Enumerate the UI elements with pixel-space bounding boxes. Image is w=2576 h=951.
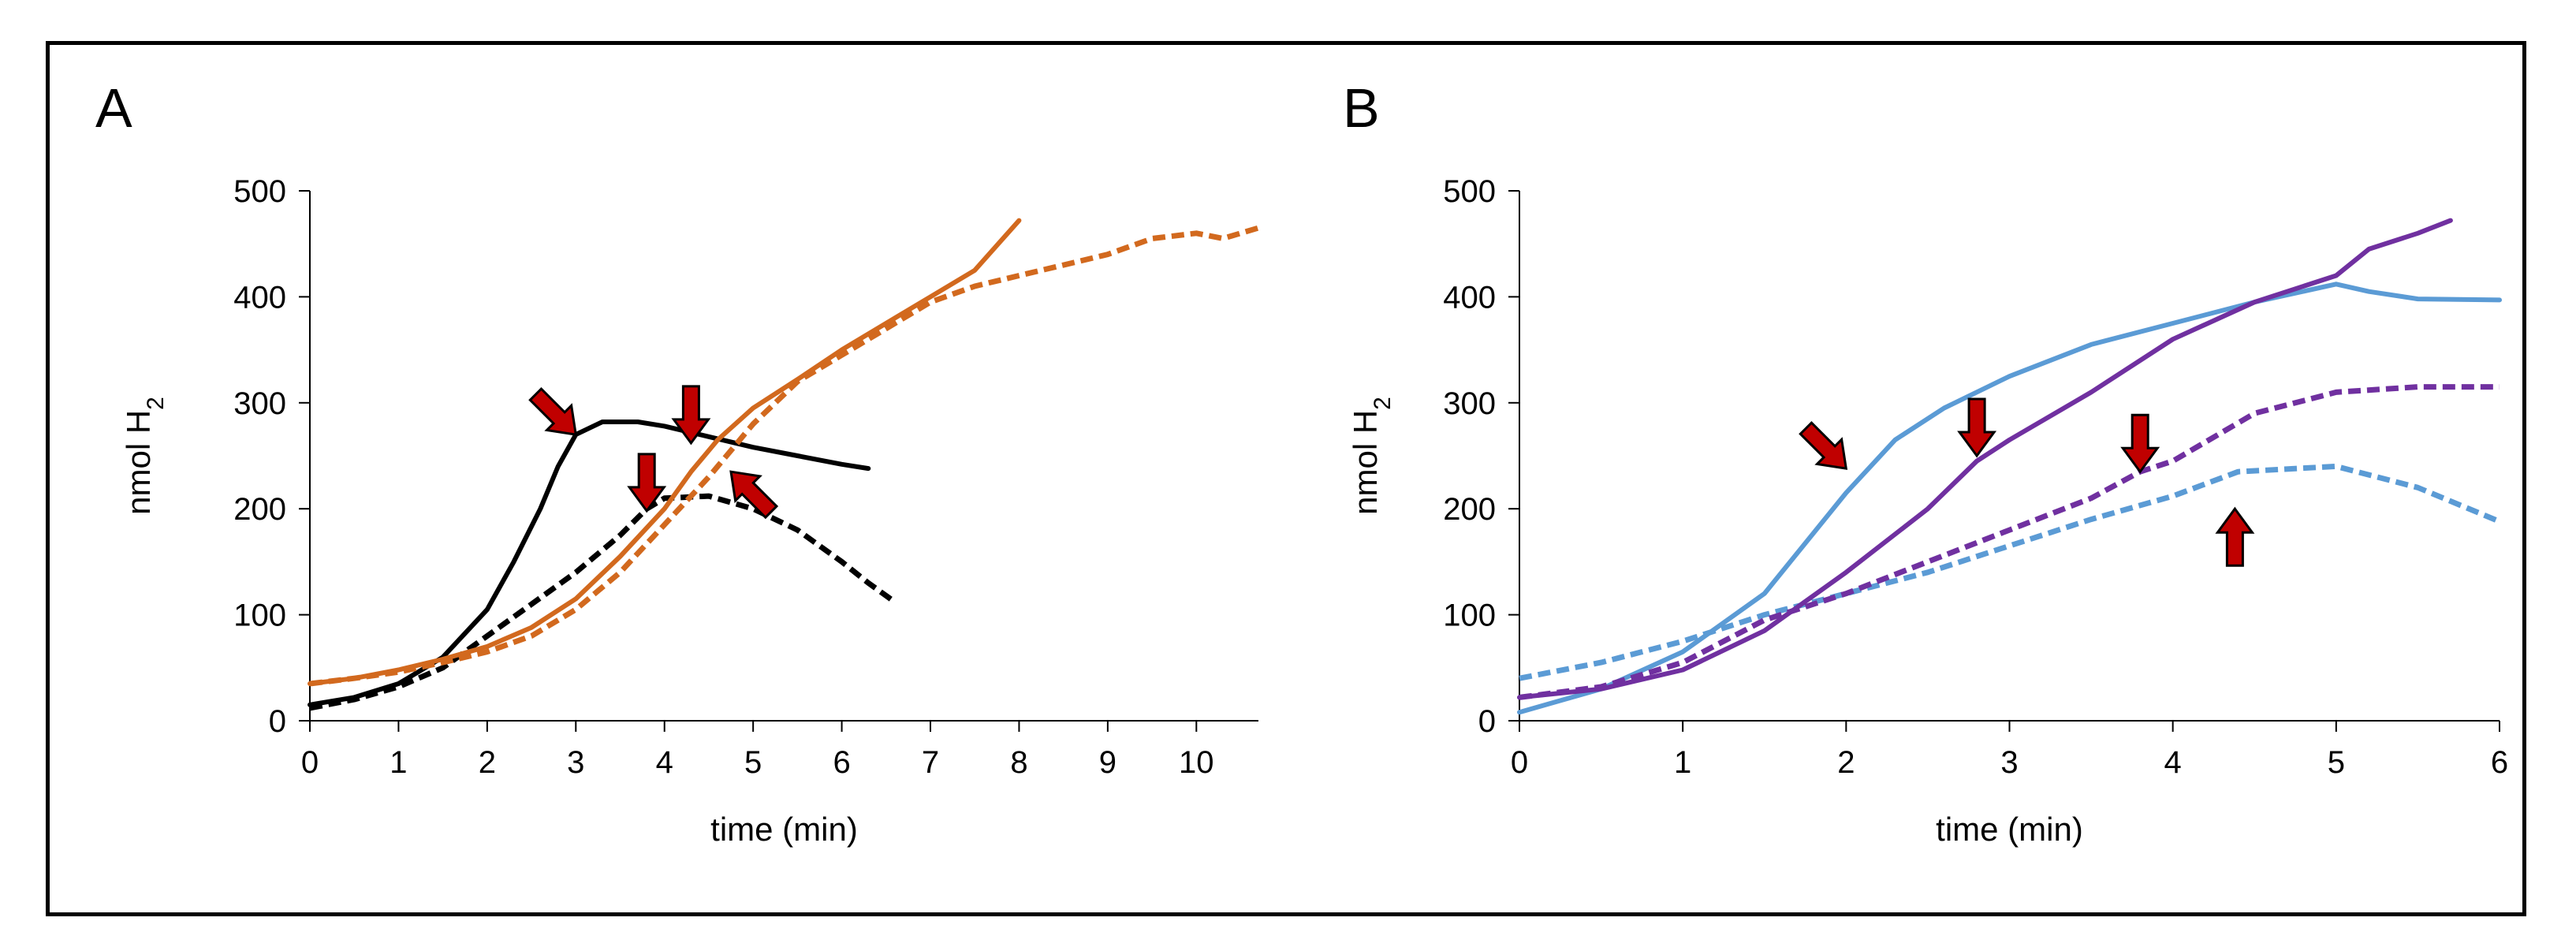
series-line-b-blue-dashed	[1519, 463, 2501, 681]
x-tick-label-a: 5	[744, 745, 762, 780]
y-tick-label-a: 400	[233, 280, 286, 315]
figure-frame: A B	[46, 41, 2526, 916]
series-line-b-blue-solid	[1517, 282, 2502, 715]
x-tick-label-a: 10	[1179, 745, 1214, 780]
arrow-marker-b-1	[1799, 420, 1848, 470]
y-tick-label-a: 0	[269, 704, 286, 739]
y-axis-title-subscript-a: 2	[143, 397, 169, 410]
x-tick-label-b: 2	[1837, 745, 1855, 780]
y-tick-label-a: 500	[233, 174, 286, 209]
y-axis-title-b: nmol H2	[1347, 397, 1396, 515]
y-tick-label-b: 500	[1443, 174, 1496, 209]
x-tick-label-a: 1	[390, 745, 407, 780]
x-tick-label-a: 7	[922, 745, 939, 780]
arrow-marker-b-2	[1957, 397, 1997, 458]
panel-label-b: B	[1343, 77, 1380, 139]
y-tick-label-b: 0	[1478, 704, 1496, 739]
series-line-a-black-dashed	[309, 493, 897, 711]
x-tick-label-a: 4	[656, 745, 673, 780]
y-tick-label-a: 100	[233, 599, 286, 633]
x-tick-label-a: 0	[301, 745, 319, 780]
series-line-a-orange-dashed	[309, 225, 1260, 687]
x-tick-label-a: 2	[479, 745, 496, 780]
x-tick-label-b: 0	[1511, 745, 1528, 780]
arrow-marker-a-4	[729, 470, 779, 520]
x-tick-label-b: 4	[2164, 745, 2182, 780]
chart-panel-a: 0 100 200 300 400 500 0 1 2 3 4 5 6 7 8 9 10 time (min) nm…	[120, 174, 1260, 848]
arrow-marker-b-3	[2120, 413, 2160, 474]
y-tick-label-b: 100	[1443, 599, 1496, 633]
series-line-a-black-solid	[308, 420, 871, 707]
y-tick-label-b: 200	[1443, 492, 1496, 527]
series-line-b-purple-solid	[1517, 218, 2453, 700]
y-axis-title-a: nmol H2	[120, 397, 169, 515]
x-axis-title-b: time (min)	[1936, 811, 2083, 848]
x-tick-label-a: 8	[1010, 745, 1027, 780]
x-axis-title-a: time (min)	[710, 811, 858, 848]
x-tick-label-b: 1	[1674, 745, 1691, 780]
series-line-a-orange-solid	[308, 218, 1022, 686]
y-tick-label-a: 200	[233, 492, 286, 527]
series-line-b-purple-dashed	[1519, 384, 2500, 700]
y-axis-title-subscript-b: 2	[1370, 397, 1396, 410]
y-axis-title-main-a: nmol H	[120, 410, 157, 515]
x-tick-label-a: 9	[1099, 745, 1117, 780]
x-tick-label-b: 3	[2000, 745, 2018, 780]
arrow-marker-b-4	[2215, 506, 2255, 567]
x-tick-label-a: 3	[567, 745, 584, 780]
panel-label-a: A	[95, 77, 132, 139]
x-tick-label-b: 5	[2328, 745, 2345, 780]
y-axis-title-main-b: nmol H	[1347, 410, 1384, 515]
arrow-marker-a-1	[528, 386, 578, 436]
arrow-marker-a-2	[671, 385, 711, 446]
x-tick-label-b: 6	[2491, 745, 2508, 780]
y-tick-label-b: 400	[1443, 280, 1496, 315]
y-tick-label-a: 300	[233, 386, 286, 421]
y-tick-label-b: 300	[1443, 386, 1496, 421]
arrow-marker-a-3	[627, 453, 667, 513]
x-tick-label-a: 6	[833, 745, 850, 780]
